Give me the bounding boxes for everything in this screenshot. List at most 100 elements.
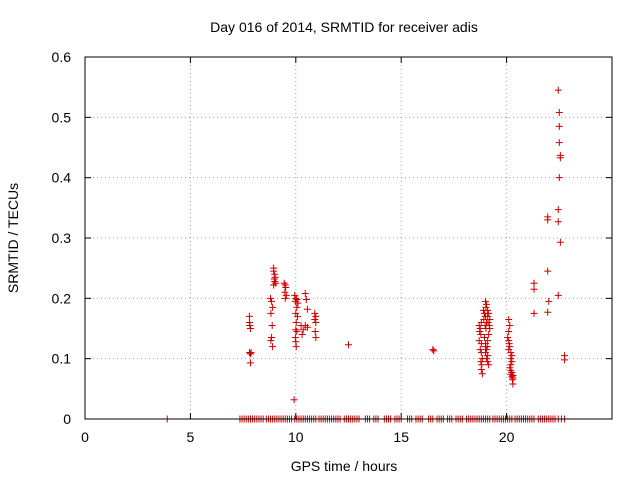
data-point bbox=[280, 279, 288, 287]
y-tick-label: 0 bbox=[63, 411, 71, 427]
data-point bbox=[292, 309, 300, 317]
data-point bbox=[544, 267, 552, 275]
x-tick-label: 10 bbox=[288, 429, 304, 445]
data-point bbox=[345, 341, 352, 349]
data-point bbox=[478, 370, 486, 378]
data-point bbox=[477, 358, 485, 366]
data-point bbox=[509, 380, 517, 388]
data-point bbox=[508, 373, 516, 381]
data-point bbox=[484, 306, 492, 314]
x-tick-label: 0 bbox=[81, 429, 89, 445]
data-point bbox=[246, 350, 254, 358]
data-point bbox=[311, 328, 319, 336]
data-point bbox=[290, 396, 298, 404]
y-tick-labels: 0 0.1 0.2 0.3 0.4 0.5 0.6 bbox=[52, 49, 72, 427]
data-point bbox=[293, 303, 301, 311]
data-point bbox=[506, 364, 514, 372]
data-point bbox=[508, 352, 516, 360]
data-point bbox=[312, 334, 320, 342]
data-point bbox=[312, 318, 320, 326]
data-point bbox=[555, 109, 563, 117]
x-tick-label: 20 bbox=[499, 429, 515, 445]
data-point bbox=[476, 328, 484, 336]
x-tick-labels: 0 5 10 15 20 bbox=[81, 429, 514, 445]
data-point bbox=[267, 309, 275, 317]
data-point bbox=[292, 343, 300, 351]
data-point bbox=[484, 352, 492, 360]
data-point bbox=[282, 283, 290, 291]
data-point bbox=[302, 296, 310, 304]
data-point bbox=[482, 303, 490, 311]
data-point bbox=[482, 340, 490, 348]
data-point bbox=[505, 340, 513, 348]
data-point bbox=[269, 343, 277, 351]
data-point bbox=[483, 300, 491, 308]
data-point bbox=[268, 321, 276, 329]
plot-frame bbox=[84, 56, 613, 420]
data-point bbox=[268, 297, 276, 305]
chart-title: Day 016 of 2014, SRMTID for receiver adi… bbox=[210, 19, 478, 35]
data-point bbox=[485, 361, 493, 369]
data-point bbox=[245, 312, 253, 320]
data-point bbox=[554, 206, 562, 214]
data-point bbox=[505, 328, 513, 336]
data-point bbox=[281, 294, 289, 302]
data-point bbox=[293, 328, 301, 336]
data-points bbox=[163, 86, 569, 423]
data-point bbox=[282, 291, 290, 299]
y-axis-label: SRMTID / TECUs bbox=[5, 183, 21, 293]
data-point bbox=[311, 309, 319, 317]
data-point bbox=[270, 267, 278, 275]
data-point bbox=[476, 346, 484, 354]
data-point bbox=[246, 321, 254, 329]
data-point bbox=[246, 325, 254, 332]
data-point bbox=[484, 358, 492, 366]
data-point bbox=[554, 291, 562, 299]
data-point bbox=[486, 325, 494, 332]
data-point bbox=[483, 355, 491, 363]
data-point bbox=[485, 331, 493, 339]
data-point bbox=[544, 308, 552, 316]
data-point bbox=[530, 309, 538, 317]
data-point bbox=[270, 281, 278, 289]
data-point bbox=[429, 346, 437, 354]
data-point bbox=[292, 326, 300, 334]
data-point bbox=[267, 337, 275, 345]
data-point bbox=[554, 218, 562, 226]
data-point bbox=[269, 303, 277, 311]
data-point bbox=[268, 334, 276, 342]
data-point bbox=[291, 291, 299, 299]
data-point bbox=[486, 315, 494, 323]
data-point bbox=[271, 277, 279, 285]
grid-lines bbox=[85, 57, 612, 419]
data-point bbox=[299, 326, 307, 334]
data-point bbox=[556, 154, 564, 162]
data-point bbox=[555, 174, 563, 182]
data-point bbox=[267, 294, 275, 302]
data-point bbox=[480, 334, 488, 342]
data-point bbox=[477, 366, 485, 374]
data-point bbox=[281, 288, 289, 296]
data-point bbox=[544, 216, 552, 224]
y-tick-label: 0.6 bbox=[52, 49, 72, 65]
axis-ticks bbox=[84, 56, 612, 420]
x-axis-label: GPS time / hours bbox=[291, 458, 398, 474]
data-point bbox=[507, 361, 515, 369]
y-tick-label: 0.1 bbox=[52, 351, 72, 367]
data-point bbox=[505, 315, 513, 323]
y-tick-label: 0.5 bbox=[52, 109, 72, 125]
data-point bbox=[555, 122, 563, 130]
x-tick-label: 15 bbox=[393, 429, 409, 445]
data-point bbox=[507, 355, 515, 363]
data-point bbox=[507, 349, 515, 357]
y-tick-label: 0.3 bbox=[52, 230, 72, 246]
data-point bbox=[301, 290, 309, 298]
data-point bbox=[504, 334, 512, 342]
data-point bbox=[545, 297, 553, 305]
data-point bbox=[506, 343, 514, 351]
data-point bbox=[246, 359, 254, 367]
data-point bbox=[292, 318, 300, 326]
data-point bbox=[247, 349, 255, 357]
data-point bbox=[561, 356, 569, 364]
